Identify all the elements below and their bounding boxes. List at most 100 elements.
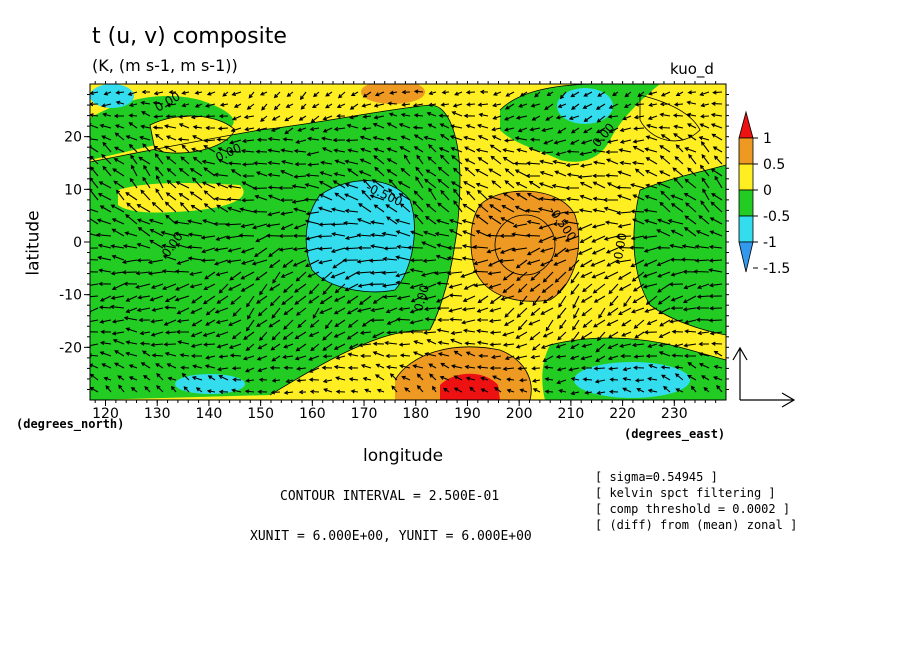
wind-vector — [113, 180, 125, 189]
wind-vector — [244, 126, 255, 132]
wind-vector — [240, 148, 255, 154]
wind-vector — [437, 340, 450, 345]
wind-vector — [564, 247, 580, 253]
wind-vector — [568, 259, 580, 272]
wind-vector — [167, 376, 177, 381]
wind-vector — [476, 307, 489, 313]
wind-vector — [227, 161, 242, 166]
x-tick-label: 200 — [506, 406, 533, 422]
wind-vector — [592, 196, 606, 201]
wind-vector — [695, 230, 710, 237]
wind-vector — [645, 135, 658, 141]
wind-vector — [100, 329, 112, 334]
wind-vector — [269, 283, 281, 291]
wind-vector — [428, 187, 437, 201]
wind-vector — [317, 234, 333, 239]
wind-vector — [254, 194, 268, 201]
wind-vector — [280, 148, 294, 153]
wind-vector — [648, 102, 658, 108]
wind-vector — [682, 295, 697, 304]
wind-vector — [226, 197, 242, 202]
wind-vector — [659, 201, 671, 213]
wind-vector — [360, 363, 372, 369]
wind-vector — [179, 201, 190, 213]
wind-vector — [257, 367, 268, 373]
wind-vector — [604, 220, 619, 225]
colorbar-segment — [738, 137, 754, 165]
wind-vector — [381, 231, 398, 237]
wind-vector — [90, 331, 99, 333]
wind-vector — [294, 331, 307, 340]
wind-vector — [307, 271, 320, 278]
wind-vector — [632, 283, 645, 292]
wind-vector — [404, 387, 411, 393]
y-axis-label: latitude — [23, 210, 44, 276]
wind-vector — [124, 231, 138, 237]
contour-interval: CONTOUR INTERVAL = 2.500E-01 — [280, 489, 500, 504]
wind-vector — [361, 103, 372, 108]
wind-vector — [711, 341, 723, 346]
wind-vector — [504, 168, 515, 177]
wind-vector — [111, 218, 125, 225]
wind-vector — [325, 103, 333, 109]
wind-vector — [128, 113, 138, 118]
wind-vector — [400, 112, 411, 118]
wind-vector — [446, 256, 463, 261]
wind-vector — [579, 181, 593, 189]
wind-vector — [617, 245, 632, 250]
wind-vector — [476, 328, 489, 334]
wind-vector — [99, 351, 112, 357]
wind-vector — [257, 343, 268, 350]
wind-vector — [98, 268, 112, 273]
wind-vector — [711, 192, 723, 201]
wind-vector — [671, 353, 684, 358]
wind-vector — [128, 364, 138, 369]
wind-vector — [138, 156, 151, 165]
wind-vector — [443, 387, 450, 393]
wind-vector — [558, 388, 567, 394]
wind-vector — [115, 90, 125, 95]
wind-vector — [294, 283, 307, 293]
wind-vector — [596, 331, 606, 342]
wind-vector — [248, 91, 255, 99]
wind-vector — [569, 139, 580, 145]
wind-vector — [206, 389, 216, 394]
wind-vector — [448, 293, 463, 298]
wind-vector — [606, 319, 619, 326]
wind-vector — [191, 319, 203, 327]
wind-vector — [361, 126, 372, 131]
wind-vector — [673, 124, 684, 129]
wind-vector — [233, 103, 242, 108]
wind-vector — [515, 331, 528, 339]
wind-vector — [227, 184, 242, 189]
wind-vector — [713, 155, 723, 165]
wind-vector — [409, 319, 424, 325]
wind-vector — [240, 223, 255, 229]
wind-vector — [487, 259, 502, 267]
wind-vector — [102, 165, 112, 177]
wind-vector — [113, 158, 125, 165]
wind-vector — [117, 375, 125, 381]
wind-vector — [450, 146, 463, 153]
wind-vector — [187, 244, 203, 250]
wind-vector — [642, 283, 658, 289]
wind-vector — [619, 127, 632, 133]
wind-vector — [593, 295, 606, 303]
wind-vector — [551, 183, 567, 189]
wind-vector — [333, 364, 346, 370]
wind-vector — [136, 307, 151, 313]
wind-vector — [518, 103, 528, 108]
x-tick-label: 210 — [558, 406, 585, 422]
note-threshold: [ comp threshold = 0.0002 ] — [595, 502, 791, 516]
wind-vector — [304, 197, 320, 202]
wind-vector — [464, 166, 476, 177]
wind-vector — [700, 102, 710, 108]
wind-vector — [139, 341, 151, 346]
wind-vector — [261, 103, 268, 111]
wind-vector — [322, 283, 333, 295]
wind-vector — [437, 352, 450, 357]
wind-vector — [713, 376, 723, 381]
wind-vector — [150, 331, 164, 337]
wind-vector — [463, 181, 476, 189]
wind-vector — [492, 102, 502, 108]
